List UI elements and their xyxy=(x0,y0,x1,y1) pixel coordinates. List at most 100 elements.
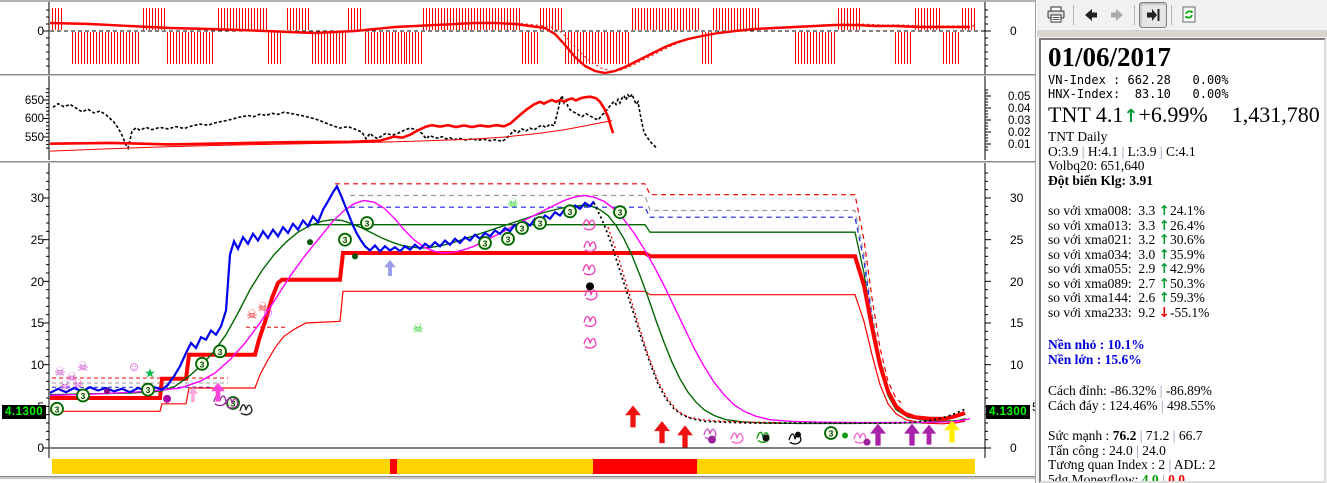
series-green-ma xyxy=(49,204,967,425)
svg-text:3: 3 xyxy=(538,219,543,229)
chart-panel-index[interactable]: 650 600 550 0.05 0.04 0.03 0.02 0.01 xyxy=(0,76,1036,160)
svg-text:☠: ☠ xyxy=(66,370,78,385)
info-line: so với xma055: 2.9 ↑42.9% xyxy=(1048,261,1205,277)
info-line: Đột biến Klg: 3.91 xyxy=(1048,172,1154,188)
marker-dot xyxy=(795,431,801,438)
arrow-left-icon xyxy=(1085,9,1097,21)
marker-badge: 3 xyxy=(76,388,90,403)
svg-text:0.01: 0.01 xyxy=(1008,139,1030,151)
marker-squig xyxy=(584,289,598,301)
svg-text:20: 20 xyxy=(31,275,45,289)
marker-squig xyxy=(582,219,596,231)
toolbar xyxy=(1037,0,1327,30)
marker-badge: 3 xyxy=(478,236,492,250)
ribbon-segment xyxy=(397,459,593,474)
svg-text:☠: ☠ xyxy=(412,321,424,336)
toolbar-separator xyxy=(1073,5,1074,25)
svg-text:☺: ☺ xyxy=(261,305,274,320)
marker-dot xyxy=(842,432,848,439)
svg-text:0.03: 0.03 xyxy=(1008,115,1030,127)
marker-squig xyxy=(225,397,239,409)
svg-text:3: 3 xyxy=(218,347,223,357)
marker-arr xyxy=(870,423,886,446)
marker-badge: 3 xyxy=(563,204,577,219)
marker-dot xyxy=(307,239,313,246)
info-line: so với xma144: 2.6 ↑59.3% xyxy=(1048,290,1205,306)
ribbon-segment xyxy=(390,459,397,474)
price-tag-left: 4.1300 xyxy=(2,405,47,419)
marker-badge: 3 xyxy=(360,216,374,230)
svg-text:3: 3 xyxy=(365,219,370,229)
series-black-dotted-collapse xyxy=(593,202,967,424)
marker-face: ☺ xyxy=(127,359,140,374)
marker-badge: 3 xyxy=(50,401,64,416)
svg-text:20: 20 xyxy=(1010,275,1024,289)
toolbar-strip xyxy=(1037,30,1327,37)
marker-badge: 3 xyxy=(195,356,209,371)
trend-ribbon xyxy=(0,459,1036,474)
go-to-last-button[interactable] xyxy=(1139,2,1167,28)
info-panel: 01/06/2017 VN-Index : 662.28 0.00% HNX-Ind… xyxy=(1039,38,1326,483)
series-magenta-ma xyxy=(49,194,971,424)
marker-skull: ☠ xyxy=(246,307,258,322)
marker-arr xyxy=(211,382,225,402)
sidebar: 01/06/2017 VN-Index : 662.28 0.00% HNX-Ind… xyxy=(1037,0,1327,483)
arrow-to-end-icon xyxy=(1147,9,1160,21)
marker-arr xyxy=(384,260,396,277)
marker-star: ★ xyxy=(144,366,156,381)
svg-text:3: 3 xyxy=(81,391,86,401)
info-line: 01/06/2017 xyxy=(1048,42,1172,72)
marker-squig xyxy=(583,240,597,253)
info-line: Sức mạnh : 76.2 | 71.2 | 66.7 xyxy=(1048,428,1203,443)
svg-text:3: 3 xyxy=(506,234,511,244)
series-dash-red-top xyxy=(335,183,902,404)
marker-skull: ☠ xyxy=(257,300,269,315)
series-red-dotted-collapse xyxy=(607,226,781,424)
marker-skull: ☠ xyxy=(77,359,89,374)
marker-badge: 3 xyxy=(533,216,547,230)
marker-dot xyxy=(163,394,171,403)
back-button[interactable] xyxy=(1078,3,1104,27)
svg-text:0.02: 0.02 xyxy=(1008,127,1030,139)
print-button[interactable] xyxy=(1043,3,1069,27)
series-thin-red-band xyxy=(50,290,966,425)
marker-skull: ☠ xyxy=(54,364,66,379)
svg-text:15: 15 xyxy=(1010,316,1024,330)
marker-badge: 3 xyxy=(338,232,352,247)
series-signal-dotted xyxy=(515,22,974,72)
marker-arr xyxy=(654,421,670,444)
marker-arr xyxy=(921,424,937,445)
svg-text:0.04: 0.04 xyxy=(1008,103,1031,115)
refresh-button[interactable] xyxy=(1176,3,1202,27)
toolbar-separator xyxy=(1171,5,1172,25)
series-price-blue xyxy=(49,184,595,394)
marker-badge: 3 xyxy=(141,382,155,397)
info-line: so với xma034: 3.0 ↑35.9% xyxy=(1048,246,1205,263)
marker-arr xyxy=(625,405,641,428)
forward-button[interactable] xyxy=(1104,3,1130,27)
series-dash-gray-top xyxy=(350,194,895,401)
info-line: Tương quan Index : 2 | ADL: 2 xyxy=(1048,457,1216,472)
info-line: so với xma021: 3.2 ↑30.6% xyxy=(1048,232,1205,248)
marker-skull: ☠ xyxy=(412,321,424,336)
ribbon-segment xyxy=(52,459,390,474)
svg-text:25: 25 xyxy=(1010,233,1024,247)
series-thick-red-stop xyxy=(50,251,966,421)
info-line: Volbq20: 651,640 xyxy=(1048,158,1145,173)
svg-text:3: 3 xyxy=(55,404,60,414)
svg-text:3: 3 xyxy=(146,385,151,395)
marker-badge: 3 xyxy=(824,426,838,440)
ribbon-segment xyxy=(593,459,697,474)
marker-squig xyxy=(582,264,596,276)
chart-panel-price[interactable]: ☠☠☠☠☠☺★333333☠☠☺33☠333333☠33025201510503… xyxy=(0,163,1039,458)
marker-badge: 3 xyxy=(613,205,627,220)
svg-text:☺: ☺ xyxy=(127,359,140,374)
svg-text:30: 30 xyxy=(1010,191,1024,205)
series-index-ma-fast xyxy=(49,95,615,146)
series-index-ma-slow xyxy=(49,120,613,152)
svg-text:10: 10 xyxy=(1010,358,1024,372)
svg-text:0: 0 xyxy=(1010,441,1017,455)
svg-text:0: 0 xyxy=(37,441,44,455)
